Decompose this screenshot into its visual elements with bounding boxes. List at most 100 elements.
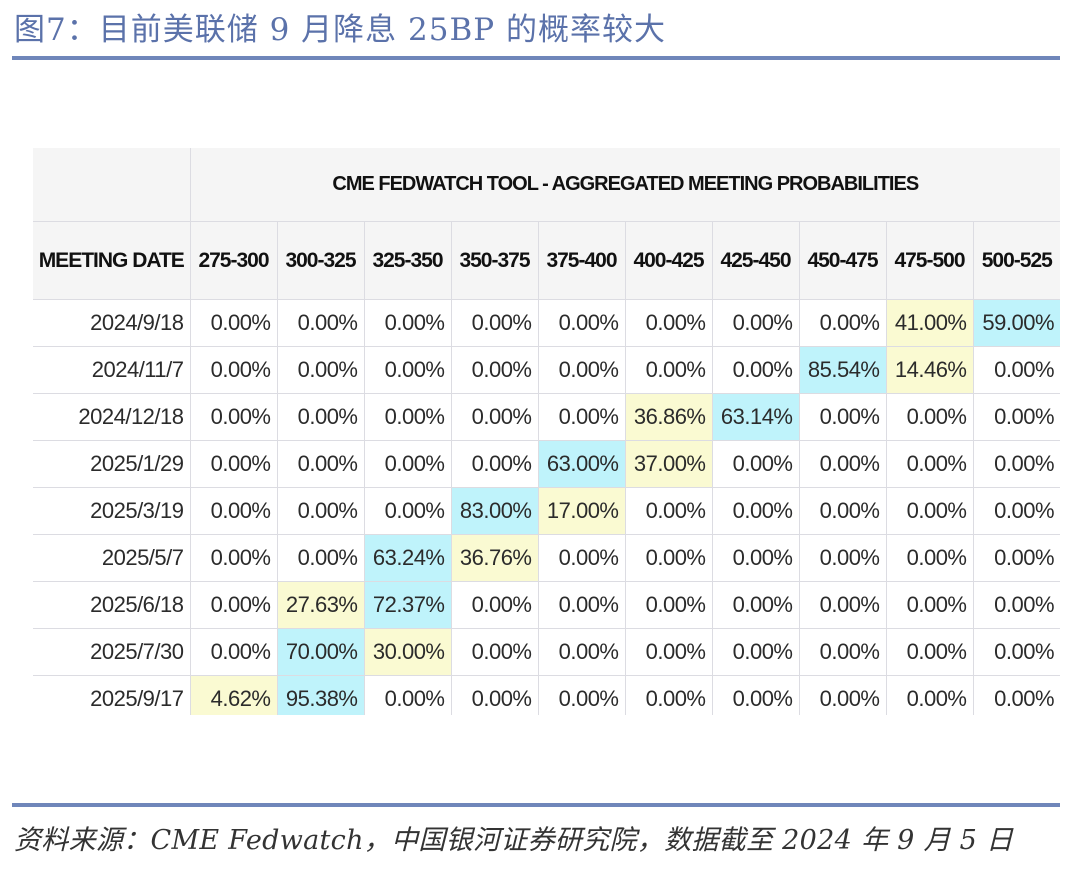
probability-cell: 0.00%: [363, 393, 452, 441]
rate-range-header: 425-450: [711, 221, 800, 300]
meeting-date-cell: 2024/12/18: [33, 393, 191, 441]
probability-cell: 0.00%: [624, 581, 713, 629]
probability-cell: 0.00%: [711, 346, 800, 394]
probability-cell: 0.00%: [711, 299, 800, 347]
probability-cell-highlighted: 27.63%: [276, 581, 365, 629]
probability-cell: 0.00%: [798, 440, 887, 488]
probability-cell-highlighted: 72.37%: [363, 581, 452, 629]
rate-range-header: 275-300: [189, 221, 278, 300]
probability-cell-highlighted: 36.86%: [624, 393, 713, 441]
probability-cell: 0.00%: [798, 581, 887, 629]
probability-cell-highlighted: 63.24%: [363, 534, 452, 582]
probability-cell-highlighted: 14.46%: [885, 346, 974, 394]
probability-cell: 0.00%: [537, 534, 626, 582]
probability-cell: 0.00%: [885, 534, 974, 582]
probability-cell: 0.00%: [972, 346, 1060, 394]
meeting-date-header: MEETING DATE: [33, 221, 191, 300]
probability-cell: 0.00%: [885, 581, 974, 629]
probability-cell: 0.00%: [972, 581, 1060, 629]
probability-cell: 0.00%: [711, 581, 800, 629]
table-row: 2025/9/17 4.62% 95.38% 0.00% 0.00% 0.00% 0.00%…: [33, 675, 1060, 715]
rate-range-header: 400-425: [624, 221, 713, 300]
probability-cell-highlighted: 63.00%: [537, 440, 626, 488]
probability-cell: 0.00%: [885, 628, 974, 676]
probability-cell: 0.00%: [885, 487, 974, 535]
meeting-date-cell: 2025/9/17: [33, 675, 191, 715]
table-row: 2024/12/18 0.00% 0.00% 0.00% 0.00% 0.00% 36.86…: [33, 393, 1060, 441]
probability-cell: 0.00%: [885, 675, 974, 715]
probability-cell: 0.00%: [363, 440, 452, 488]
probability-cell: 0.00%: [624, 346, 713, 394]
probability-cell: 0.00%: [624, 299, 713, 347]
probability-cell: 0.00%: [363, 675, 452, 715]
probability-cell-highlighted: 37.00%: [624, 440, 713, 488]
probability-cell: 0.00%: [798, 393, 887, 441]
meeting-date-cell: 2025/6/18: [33, 581, 191, 629]
probability-cell: 0.00%: [798, 534, 887, 582]
probability-cell: 0.00%: [189, 581, 278, 629]
source-note: 资料来源：CME Fedwatch，中国银河证券研究院，数据截至 2024 年 …: [14, 825, 1014, 856]
table-row: 2024/11/7 0.00% 0.00% 0.00% 0.00% 0.00% 0.00% 0…: [33, 346, 1060, 394]
fedwatch-probability-table: CME FEDWATCH TOOL - AGGREGATED MEETING P…: [33, 148, 1060, 715]
probability-cell-highlighted: 41.00%: [885, 299, 974, 347]
probability-cell: 0.00%: [537, 299, 626, 347]
probability-cell: 0.00%: [711, 534, 800, 582]
probability-cell-highlighted: 59.00%: [972, 299, 1060, 347]
probability-cell: 0.00%: [450, 299, 539, 347]
probability-cell: 0.00%: [885, 440, 974, 488]
rate-range-header: 500-525: [972, 221, 1060, 300]
meeting-date-cell: 2025/7/30: [33, 628, 191, 676]
table-row: 2025/6/18 0.00% 27.63% 72.37% 0.00% 0.00% 0.00…: [33, 581, 1060, 629]
probability-cell: 0.00%: [189, 440, 278, 488]
probability-cell-highlighted: 83.00%: [450, 487, 539, 535]
probability-cell: 0.00%: [450, 346, 539, 394]
probability-cell: 0.00%: [450, 581, 539, 629]
table-row: 2025/1/29 0.00% 0.00% 0.00% 0.00% 63.00% 37.00…: [33, 440, 1060, 488]
probability-cell: 0.00%: [537, 393, 626, 441]
table-body: 2024/9/18 0.00% 0.00% 0.00% 0.00% 0.00% 0.00% 0…: [33, 299, 1060, 715]
probability-cell: 0.00%: [537, 581, 626, 629]
probability-cell: 0.00%: [450, 393, 539, 441]
probability-cell: 0.00%: [276, 346, 365, 394]
title-divider: [12, 56, 1060, 60]
probability-cell: 0.00%: [363, 487, 452, 535]
probability-cell: 0.00%: [450, 628, 539, 676]
probability-cell: 0.00%: [624, 487, 713, 535]
probability-cell: 0.00%: [624, 534, 713, 582]
probability-cell: 0.00%: [450, 675, 539, 715]
probability-cell: 0.00%: [624, 628, 713, 676]
probability-cell: 0.00%: [537, 346, 626, 394]
rate-range-header: 450-475: [798, 221, 887, 300]
probability-cell: 0.00%: [189, 628, 278, 676]
rate-range-header: 475-500: [885, 221, 974, 300]
probability-cell: 0.00%: [276, 299, 365, 347]
footer-divider: [12, 803, 1060, 807]
probability-cell: 0.00%: [798, 487, 887, 535]
probability-cell-highlighted: 36.76%: [450, 534, 539, 582]
probability-cell: 0.00%: [798, 299, 887, 347]
probability-cell: 0.00%: [189, 487, 278, 535]
probability-cell: 0.00%: [972, 628, 1060, 676]
probability-cell: 0.00%: [798, 675, 887, 715]
table-row: 2025/7/30 0.00% 70.00% 30.00% 0.00% 0.00% 0.00…: [33, 628, 1060, 676]
probability-cell: 0.00%: [189, 346, 278, 394]
probability-cell-highlighted: 4.62%: [189, 675, 278, 715]
table-row: 2025/5/7 0.00% 0.00% 63.24% 36.76% 0.00% 0.00%…: [33, 534, 1060, 582]
probability-cell: 0.00%: [189, 299, 278, 347]
meeting-date-cell: 2025/3/19: [33, 487, 191, 535]
rate-range-header: 375-400: [537, 221, 626, 300]
probability-cell-highlighted: 70.00%: [276, 628, 365, 676]
probability-cell-highlighted: 30.00%: [363, 628, 452, 676]
probability-cell: 0.00%: [189, 534, 278, 582]
probability-cell-highlighted: 95.38%: [276, 675, 365, 715]
probability-cell: 0.00%: [972, 534, 1060, 582]
probability-cell: 0.00%: [711, 628, 800, 676]
probability-cell: 0.00%: [276, 393, 365, 441]
probability-cell: 0.00%: [189, 393, 278, 441]
probability-cell: 0.00%: [363, 299, 452, 347]
fedwatch-table-container: CME FEDWATCH TOOL - AGGREGATED MEETING P…: [33, 148, 1060, 715]
table-title: CME FEDWATCH TOOL - AGGREGATED MEETING P…: [189, 148, 1060, 222]
table-row: 2024/9/18 0.00% 0.00% 0.00% 0.00% 0.00% 0.00% 0…: [33, 299, 1060, 347]
meeting-date-cell: 2024/11/7: [33, 346, 191, 394]
figure-title: 图7：目前美联储 9 月降息 25BP 的概率较大: [14, 12, 666, 48]
